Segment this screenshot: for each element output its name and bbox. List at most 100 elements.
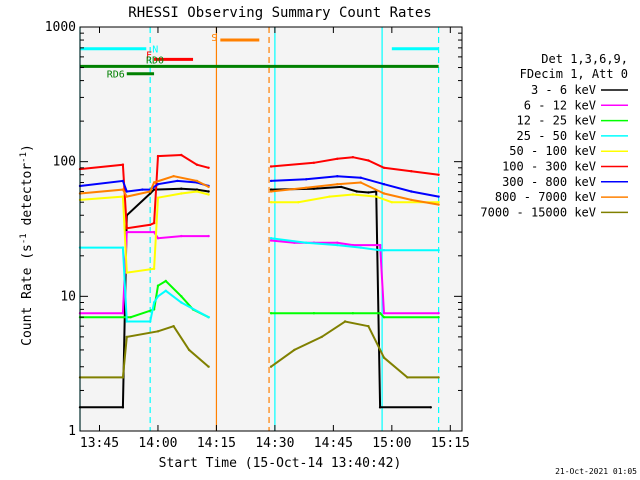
series-point-7-0-1 (121, 188, 125, 191)
y-axis-label-end: ) (20, 144, 35, 152)
series-point-4-0-6 (195, 190, 199, 193)
series-point-1-1-3 (336, 241, 339, 244)
series-point-2-1-5 (437, 316, 440, 319)
series-point-8-1-3 (343, 320, 347, 323)
series-point-5-0-3 (149, 223, 152, 226)
series-point-7-0-4 (152, 181, 156, 184)
series-point-7-0-6 (195, 179, 199, 183)
state-label-n: N (152, 45, 158, 56)
series-point-3-1-2 (336, 243, 339, 247)
series-point-4-1-2 (328, 195, 331, 198)
axes-frame (79, 26, 463, 432)
series-point-4-0-2 (125, 271, 128, 274)
state-label-rd0: RD0 (146, 55, 164, 66)
series-point-2-0-4 (156, 284, 160, 287)
series-line-8-1 (270, 320, 439, 379)
series-point-8-1-7 (437, 376, 440, 379)
series-point-4-1-5 (390, 201, 393, 204)
series-point-4-1-1 (297, 201, 300, 204)
series-point-8-0-1 (121, 376, 125, 379)
legend-label-3: 25 - 50 keV (517, 129, 596, 143)
series-point-4-1-6 (437, 201, 440, 204)
state-label-rd6: RD6 (107, 70, 125, 81)
series-point-1-1-6 (382, 312, 386, 315)
series-point-1-0-4 (156, 237, 160, 240)
x-axis-label: Start Time (15-Oct-14 13:40:42) (159, 456, 402, 471)
timestamp: 21-Oct-2021 01:05 (555, 467, 637, 476)
series-point-0-0-4 (152, 188, 156, 191)
state-label-s: S (211, 33, 217, 44)
x-tick-label-4: 14:45 (314, 436, 353, 451)
series-line-2-1 (271, 312, 439, 319)
series-point-4-1-0 (269, 201, 273, 204)
series-point-0-1-0 (269, 188, 273, 191)
series-point-6-0-2 (125, 190, 128, 193)
series-point-1-0-3 (152, 230, 156, 234)
series-point-6-0-5 (156, 183, 160, 186)
series-point-3-0-7 (180, 301, 183, 304)
series-point-5-1-3 (351, 156, 355, 159)
legend: Det 1,3,6,9, FDecim 1, Att 0 3 - 6 keV6 … (480, 52, 628, 219)
series-point-0-1-7 (429, 406, 432, 409)
series-point-7-1-3 (359, 181, 362, 184)
series-point-3-0-2 (125, 320, 128, 323)
series-point-4-0-1 (121, 195, 125, 198)
series-line-5-1 (270, 156, 439, 176)
series-point-8-0-6 (207, 365, 210, 368)
series-point-8-1-0 (269, 365, 273, 368)
series-point-2-0-6 (180, 295, 183, 298)
series-point-3-0-1 (121, 246, 125, 249)
x-tick-label-6: 15:15 (431, 436, 470, 451)
series-point-8-0-5 (187, 348, 191, 352)
series-point-1-1-5 (378, 243, 382, 247)
series-point-2-0-5 (164, 279, 167, 283)
series-point-0-0-6 (195, 188, 199, 191)
series-point-6-1-2 (336, 175, 339, 178)
series-line-1-1 (270, 239, 439, 315)
series-point-2-1-0 (269, 312, 273, 315)
legend-label-0: 3 - 6 keV (531, 83, 596, 97)
series-point-0-0-1 (121, 406, 125, 409)
series-point-7-0-5 (172, 175, 175, 178)
legend-header-line-1: Det 1,3,6,9, (541, 52, 628, 66)
x-tick-label-0: 13:45 (80, 436, 119, 451)
series-point-8-1-2 (320, 335, 323, 339)
series-point-5-0-7 (195, 163, 199, 166)
series-point-6-1-6 (437, 195, 440, 198)
series-point-4-1-3 (351, 193, 355, 196)
series-point-0-1-1 (312, 187, 316, 190)
state-label-f: F (146, 50, 152, 61)
series-point-3-0-5 (156, 295, 160, 298)
series-point-6-1-3 (359, 176, 362, 179)
series-point-5-1-5 (382, 166, 386, 169)
x-tick-label-3: 14:30 (255, 436, 294, 451)
series-point-4-0-3 (152, 267, 156, 270)
series-point-2-1-3 (378, 312, 382, 315)
series-point-5-0-2 (125, 227, 128, 230)
series-point-3-1-0 (269, 237, 273, 240)
series-point-5-1-4 (367, 159, 370, 162)
y-axis-label: Count Rate (s-1 detector-1) (19, 144, 35, 346)
x-tick-label-5: 15:00 (372, 436, 411, 451)
series-point-7-0-7 (207, 185, 210, 189)
y-tick-label-3: 1000 (45, 20, 76, 35)
y-tick-label-1: 10 (60, 289, 76, 304)
y-axis-label-mid: detector (20, 163, 35, 234)
legend-label-8: 7000 - 15000 keV (480, 205, 596, 219)
legend-label-4: 50 - 100 keV (509, 144, 596, 158)
series-point-1-0-6 (207, 234, 210, 238)
series-point-5-0-8 (207, 166, 210, 169)
series-point-1-0-5 (180, 234, 183, 238)
legend-label-7: 800 - 7000 keV (495, 190, 596, 204)
series-point-8-1-4 (367, 325, 370, 328)
plot-area (80, 27, 462, 431)
series-point-3-1-5 (382, 249, 386, 252)
series-point-6-1-1 (304, 178, 308, 181)
series-point-8-1-1 (293, 348, 296, 352)
series-point-1-1-7 (437, 312, 440, 315)
series-point-4-0-4 (156, 196, 160, 199)
series-point-5-1-0 (269, 165, 273, 168)
series-point-0-0-3 (149, 192, 152, 195)
x-tick-label-2: 14:15 (197, 436, 236, 451)
